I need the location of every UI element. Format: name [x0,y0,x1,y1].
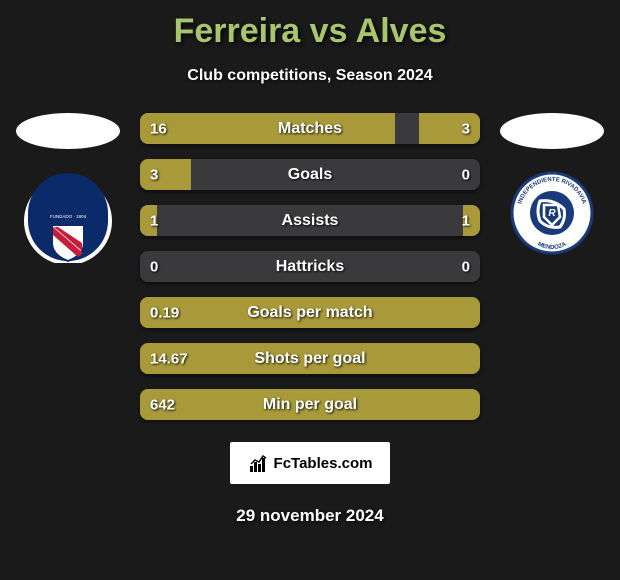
stat-value-left: 0 [150,258,158,275]
stat-row-hattricks: Hattricks0 0 [140,251,480,282]
stat-row-goals-per-match: Goals per match0.19 [140,297,480,328]
stat-bar-right [463,205,480,236]
svg-text:ASOCIACIÓN ATLÉTICA: ASOCIACIÓN ATLÉTICA [42,193,94,200]
site-logo-icon [248,452,270,474]
stat-value-right: 0 [462,258,470,275]
left-player-avatar [16,113,120,149]
stat-bars: Matches163Goals30Assists11Hattricks00Goa… [140,113,480,420]
site-logo-row: FcTables.com [0,442,620,484]
left-club-logo: ASOCIACIÓN ATLÉTICA ARGENTINOS JUNIORS F… [18,171,118,263]
stat-bar-left [140,389,480,420]
stat-value-right: 0 [462,166,470,183]
page-subtitle: Club competitions, Season 2024 [0,67,620,85]
stat-label: Hattricks [140,258,480,276]
stat-row-shots-per-goal: Shots per goal14.67 [140,343,480,374]
left-player-col: ASOCIACIÓN ATLÉTICA ARGENTINOS JUNIORS F… [8,113,128,263]
stat-row-assists: Assists11 [140,205,480,236]
page-title: Ferreira vs Alves [0,0,620,51]
site-logo: FcTables.com [230,442,390,484]
stat-bar-left [140,297,480,328]
comparison-content: ASOCIACIÓN ATLÉTICA ARGENTINOS JUNIORS F… [0,113,620,420]
stat-bar-left [140,205,157,236]
svg-text:ARGENTINOS JUNIORS: ARGENTINOS JUNIORS [45,202,90,207]
svg-text:R: R [548,208,556,219]
stat-row-min-per-goal: Min per goal642 [140,389,480,420]
stat-row-goals: Goals30 [140,159,480,190]
svg-text:FUNDADO · 1904: FUNDADO · 1904 [50,214,87,219]
stat-bar-left [140,159,191,190]
date-text: 29 november 2024 [0,506,620,526]
right-player-col: INDEPENDIENTE RIVADAVIA MENDOZA R [492,113,612,263]
stat-bar-left [140,343,480,374]
site-logo-text: FcTables.com [274,455,373,472]
stat-bar-left [140,113,395,144]
stat-label: Assists [140,212,480,230]
stat-row-matches: Matches163 [140,113,480,144]
right-club-logo: INDEPENDIENTE RIVADAVIA MENDOZA R [502,171,602,263]
stat-label: Goals [140,166,480,184]
stat-bar-right [419,113,480,144]
right-player-avatar [500,113,604,149]
